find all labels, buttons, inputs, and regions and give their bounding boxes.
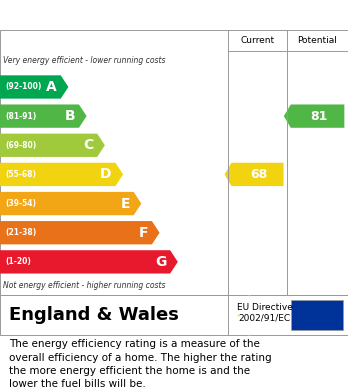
Text: The energy efficiency rating is a measure of the
overall efficiency of a home. T: The energy efficiency rating is a measur… <box>9 339 271 389</box>
Polygon shape <box>0 221 159 244</box>
Text: 81: 81 <box>310 109 327 123</box>
Text: (39-54): (39-54) <box>5 199 36 208</box>
Text: (92-100): (92-100) <box>5 83 42 91</box>
Text: 68: 68 <box>250 168 268 181</box>
Text: Current: Current <box>240 36 275 45</box>
Text: A: A <box>46 80 57 94</box>
Bar <box>291 300 343 330</box>
Polygon shape <box>0 163 123 186</box>
Text: (21-38): (21-38) <box>5 228 37 237</box>
Polygon shape <box>0 250 178 274</box>
Text: C: C <box>83 138 93 152</box>
Text: B: B <box>64 109 75 123</box>
Text: D: D <box>100 167 112 181</box>
Text: Not energy efficient - higher running costs: Not energy efficient - higher running co… <box>3 281 166 290</box>
Text: Energy Efficiency Rating: Energy Efficiency Rating <box>10 7 213 23</box>
Polygon shape <box>0 192 141 215</box>
Text: (1-20): (1-20) <box>5 257 31 266</box>
Polygon shape <box>284 104 345 128</box>
Text: (55-68): (55-68) <box>5 170 36 179</box>
Text: (81-91): (81-91) <box>5 111 37 121</box>
Text: EU Directive
2002/91/EC: EU Directive 2002/91/EC <box>237 303 292 323</box>
Text: E: E <box>120 197 130 211</box>
Polygon shape <box>0 75 68 99</box>
Text: (69-80): (69-80) <box>5 141 37 150</box>
Text: Potential: Potential <box>298 36 338 45</box>
Text: G: G <box>155 255 166 269</box>
Polygon shape <box>0 134 105 157</box>
Text: Very energy efficient - lower running costs: Very energy efficient - lower running co… <box>3 56 166 65</box>
Polygon shape <box>0 104 87 128</box>
Text: England & Wales: England & Wales <box>9 306 179 324</box>
Polygon shape <box>224 163 284 186</box>
Text: F: F <box>139 226 148 240</box>
